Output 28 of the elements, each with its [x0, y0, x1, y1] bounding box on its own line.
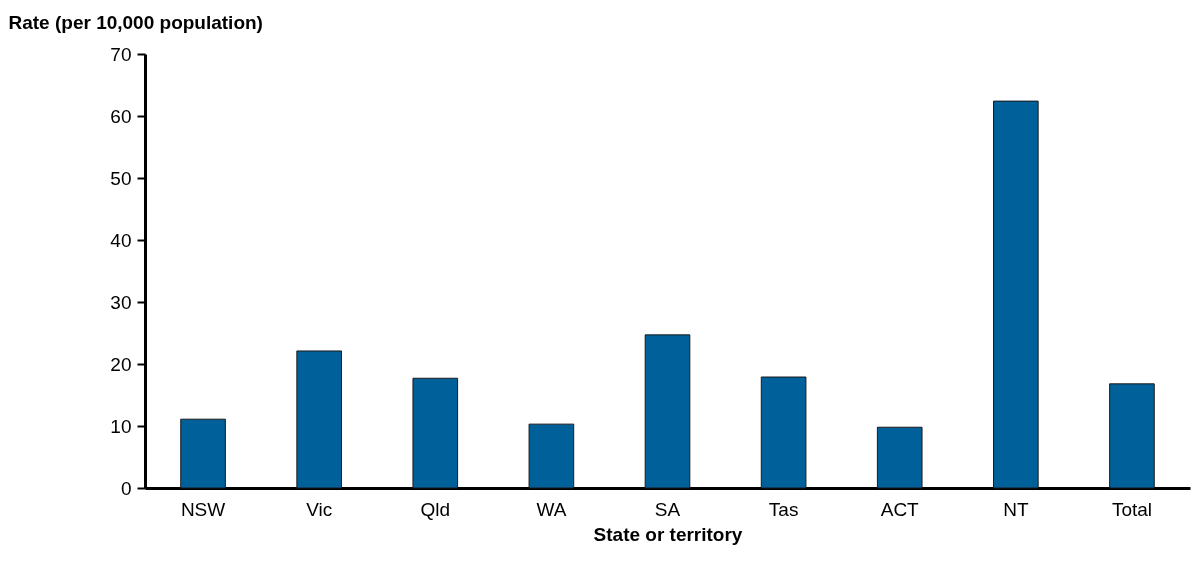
x-tick-label: ACT [880, 498, 920, 520]
y-tick-label: 40 [110, 229, 132, 251]
x-tick-label: NSW [180, 498, 226, 520]
y-tick-label: 30 [110, 291, 132, 313]
bar [412, 377, 459, 489]
x-tick-label: SA [654, 498, 681, 520]
bar [644, 334, 691, 489]
y-tick-label: 10 [110, 415, 132, 437]
bar [296, 350, 342, 489]
x-axis-title: State or territory [593, 523, 743, 545]
x-tick-label: Total [1111, 498, 1153, 520]
y-axis-title: Rate (per 10,000 population) [8, 11, 263, 33]
bar [876, 426, 923, 489]
x-tick-label: WA [536, 498, 567, 520]
y-tick-label: 50 [110, 167, 132, 189]
bar [993, 100, 1039, 489]
x-tick-label: Vic [306, 498, 333, 520]
y-tick-label: 60 [110, 105, 132, 127]
bar [180, 418, 226, 489]
bar [760, 376, 807, 489]
x-tick-label: Qld [420, 498, 451, 520]
y-tick-label: 20 [110, 353, 132, 375]
y-tick-label: 0 [120, 477, 132, 499]
y-tick-label: 70 [110, 43, 132, 65]
bar [528, 423, 575, 489]
x-tick-label: Tas [768, 498, 799, 520]
bar [1109, 383, 1155, 489]
x-tick-label: NT [1003, 498, 1029, 520]
